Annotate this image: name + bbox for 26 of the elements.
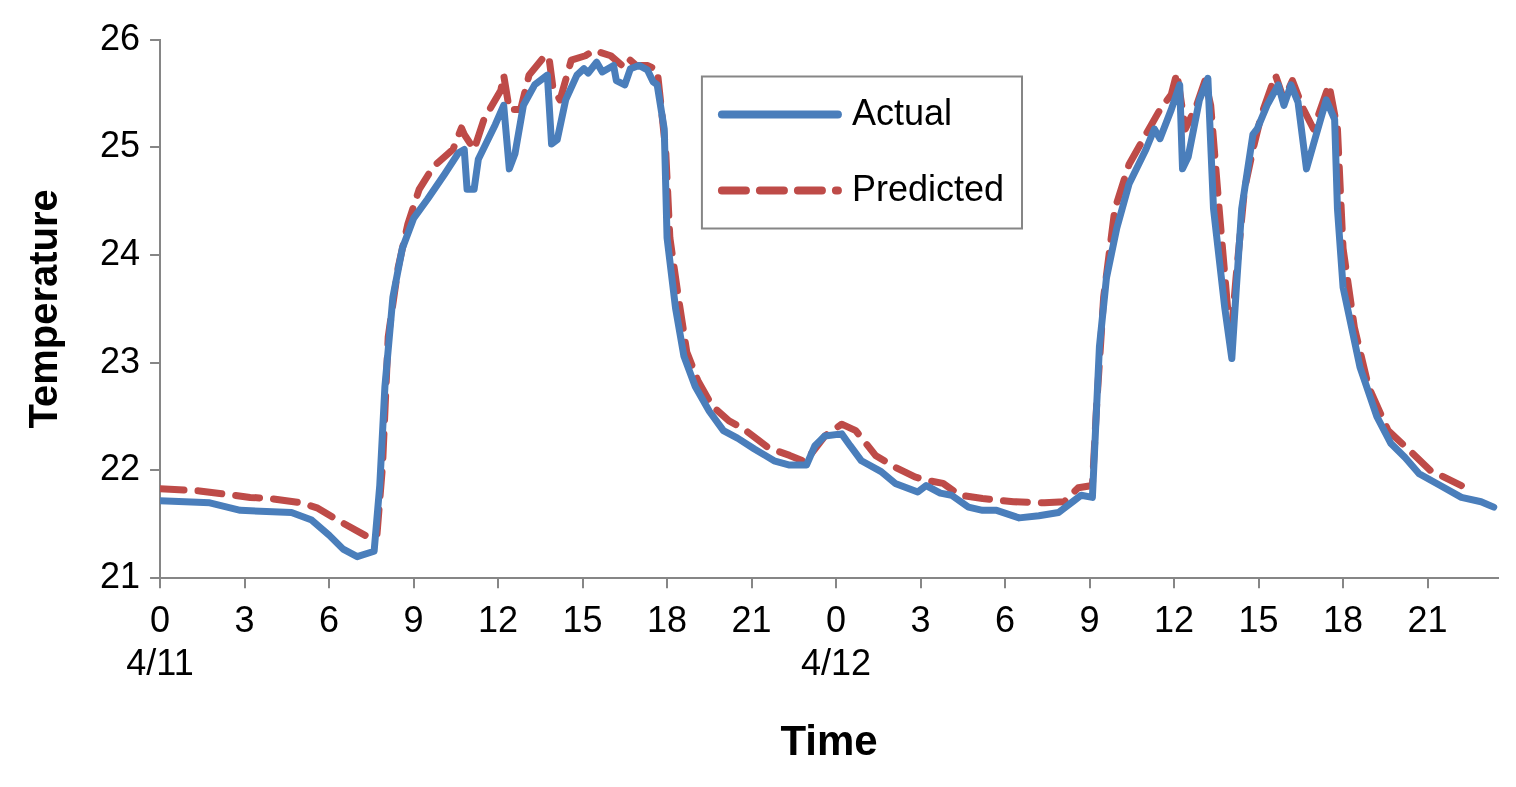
x-tick-label: 0 4/12	[801, 598, 872, 683]
x-tick-label: 12	[1154, 598, 1195, 640]
x-tick-label: 18	[1323, 598, 1364, 640]
legend-label: Predicted	[851, 167, 1005, 209]
x-tick-label: 15	[1238, 598, 1279, 640]
x-tick-label: 3	[910, 598, 931, 640]
x-tick-label: 3	[234, 598, 255, 640]
y-axis-title: Temperature	[21, 189, 66, 429]
x-tick-label: 21	[731, 598, 772, 640]
legend-label: Actual	[851, 91, 952, 133]
x-tick-label: 12	[478, 598, 519, 640]
y-tick-label: 21	[100, 555, 141, 597]
y-tick-label: 23	[100, 339, 141, 381]
x-tick-label: 6	[319, 598, 340, 640]
x-tick-label: 6	[995, 598, 1016, 640]
y-tick-label: 25	[100, 124, 141, 166]
y-tick-label: 24	[100, 231, 141, 273]
x-axis-title: Time	[780, 717, 878, 765]
x-tick-label: 9	[1079, 598, 1100, 640]
x-tick-label: 18	[647, 598, 688, 640]
x-tick-label: 0 4/11	[126, 598, 194, 683]
y-tick-label: 22	[100, 447, 141, 489]
x-tick-label: 15	[562, 598, 603, 640]
y-tick-label: 26	[100, 16, 141, 58]
x-tick-label: 9	[403, 598, 424, 640]
x-tick-label: 21	[1407, 598, 1448, 640]
